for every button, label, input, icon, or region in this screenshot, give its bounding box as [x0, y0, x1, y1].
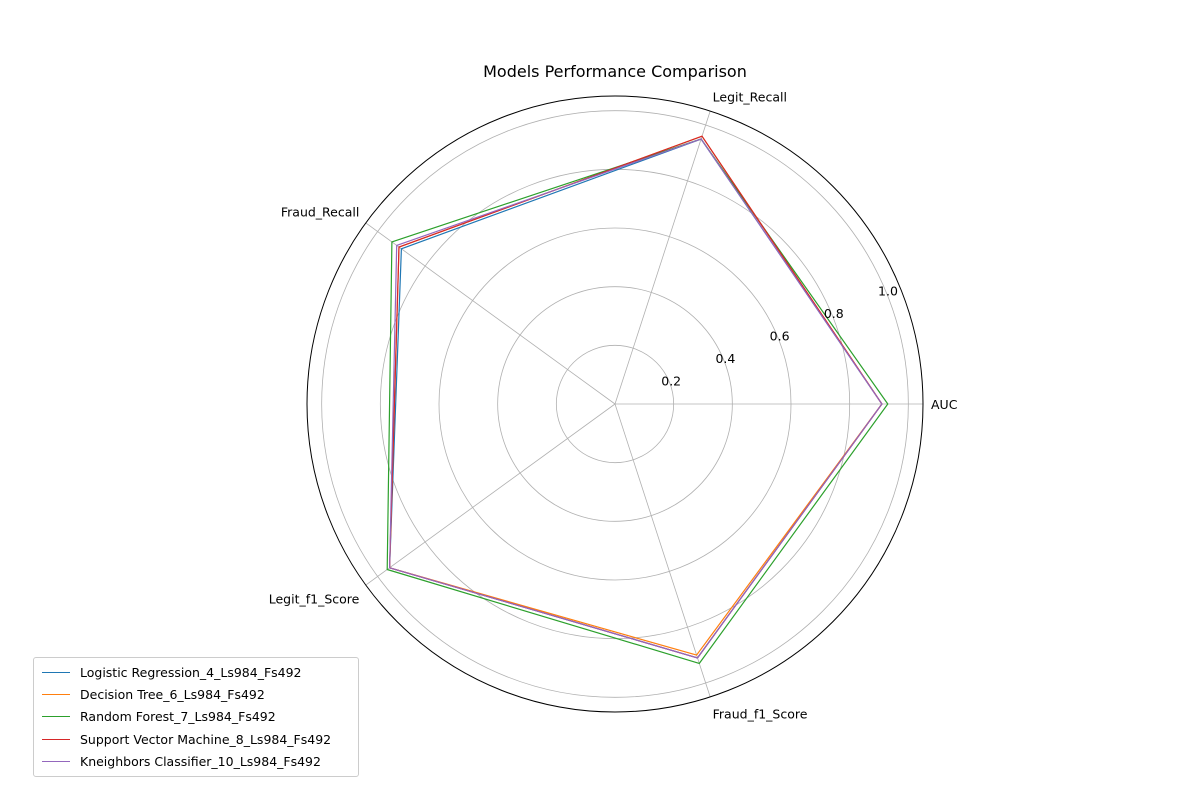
legend: Logistic Regression_4_Ls984_Fs492 Decisio…: [33, 657, 359, 777]
radar-grid: [306, 95, 924, 713]
legend-swatch: [42, 738, 70, 740]
legend-label: Kneighbors Classifier_10_Ls984_Fs492: [80, 754, 321, 770]
axis-label-Legit_f1_Score: Legit_f1_Score: [269, 592, 360, 607]
r-tick-label: 1.0: [878, 284, 898, 299]
axis-label-Fraud_f1_Score: Fraud_f1_Score: [713, 707, 808, 722]
radar-series: [386, 135, 889, 665]
spoke-Fraud_Recall: [365, 222, 616, 405]
r-tick-label: 0.6: [770, 329, 790, 344]
axis-label-AUC: AUC: [931, 397, 958, 412]
legend-swatch: [42, 671, 70, 673]
series-line-3: [388, 135, 883, 659]
legend-swatch: [42, 761, 70, 763]
legend-item: Decision Tree_6_Ls984_Fs492: [34, 683, 358, 705]
legend-item: Kneighbors Classifier_10_Ls984_Fs492: [34, 751, 358, 773]
spoke-Legit_Recall: [614, 110, 711, 405]
spoke-Fraud_f1_Score: [614, 403, 711, 698]
series-line-4: [388, 138, 883, 659]
chart-title: Models Performance Comparison: [483, 62, 747, 81]
legend-label: Random Forest_7_Ls984_Fs492: [80, 709, 276, 725]
r-tick-label: 0.4: [715, 351, 735, 366]
legend-item: Logistic Regression_4_Ls984_Fs492: [34, 661, 358, 683]
legend-item: Random Forest_7_Ls984_Fs492: [34, 706, 358, 728]
legend-label: Decision Tree_6_Ls984_Fs492: [80, 687, 265, 703]
outer-frame: [306, 95, 924, 713]
radar-labels: 0.2 0.4 0.6 0.8 1.0 AUC Legit_Recall Fraud_Reca…: [269, 89, 958, 721]
legend-item: Support Vector Machine_8_Ls984_Fs492: [34, 728, 358, 750]
axis-label-Legit_Recall: Legit_Recall: [713, 89, 787, 104]
series-line-0: [388, 138, 883, 659]
legend-swatch: [42, 694, 70, 696]
axis-label-Fraud_Recall: Fraud_Recall: [281, 204, 359, 219]
legend-label: Support Vector Machine_8_Ls984_Fs492: [80, 731, 332, 747]
legend-label: Logistic Regression_4_Ls984_Fs492: [80, 664, 302, 680]
spoke-Legit_f1_Score: [365, 403, 616, 586]
r-tick-label: 0.2: [661, 374, 681, 389]
r-tick-label: 0.8: [824, 306, 844, 321]
series-line-1: [388, 135, 883, 656]
series-line-2: [386, 138, 889, 665]
legend-swatch: [42, 716, 70, 718]
